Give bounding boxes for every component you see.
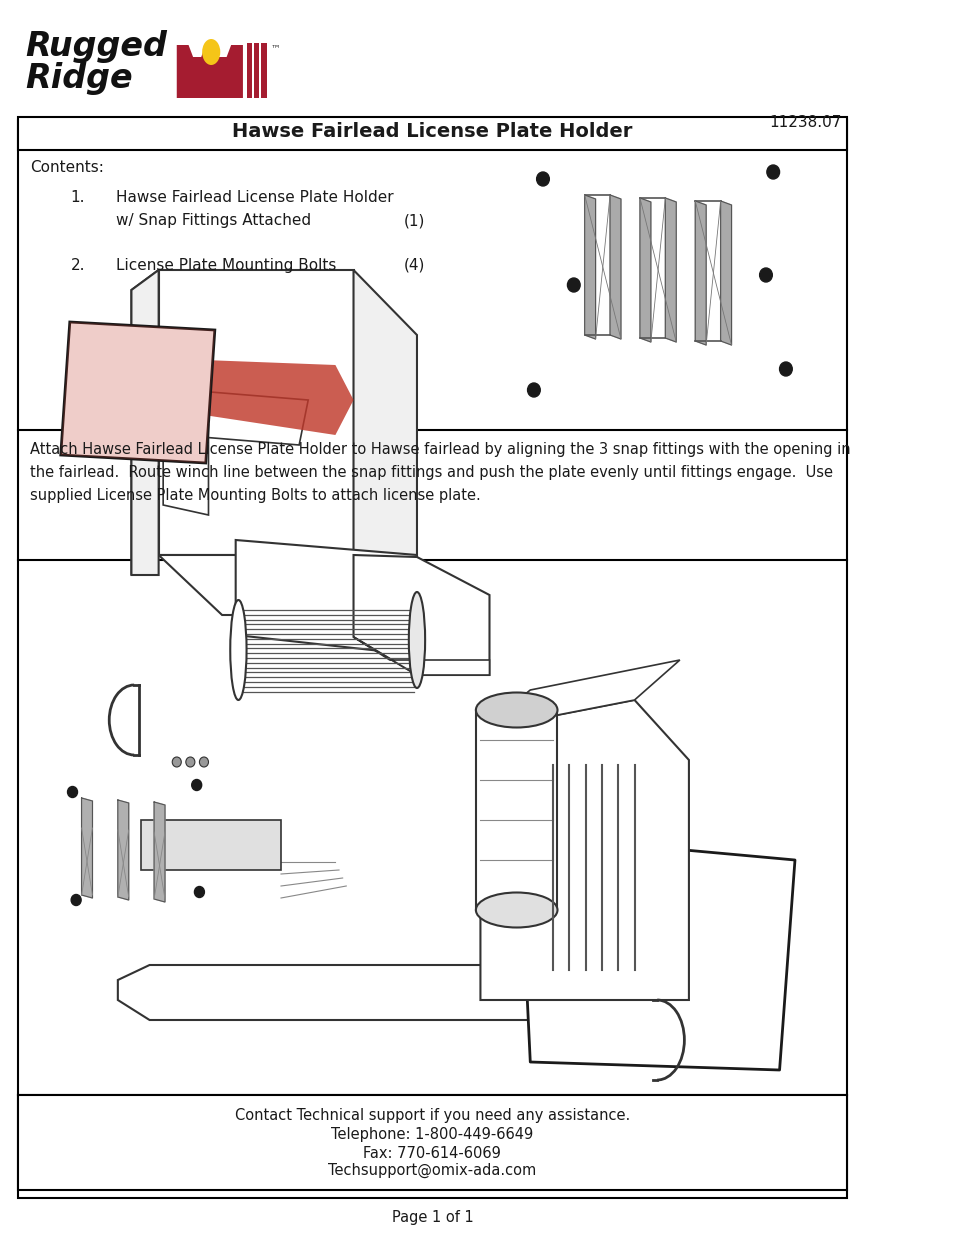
Ellipse shape <box>476 893 557 927</box>
Polygon shape <box>176 42 243 98</box>
Polygon shape <box>158 555 416 615</box>
Polygon shape <box>354 637 489 676</box>
Polygon shape <box>140 820 281 869</box>
Text: Hawse Fairlead License Plate Holder: Hawse Fairlead License Plate Holder <box>116 190 394 205</box>
Text: Attach Hawse Fairlead License Plate Holder to Hawse fairlead by aligning the 3 s: Attach Hawse Fairlead License Plate Hold… <box>30 442 850 503</box>
Polygon shape <box>61 322 214 463</box>
Text: Ridge: Ridge <box>26 62 132 95</box>
Text: (4): (4) <box>403 258 424 273</box>
Ellipse shape <box>230 600 246 700</box>
Polygon shape <box>480 659 679 730</box>
Polygon shape <box>480 700 688 1000</box>
Text: Techsupport@omix-ada.com: Techsupport@omix-ada.com <box>328 1163 536 1178</box>
Text: Contents:: Contents: <box>30 161 104 175</box>
Polygon shape <box>82 798 92 898</box>
Polygon shape <box>132 270 158 576</box>
Circle shape <box>192 779 201 790</box>
Circle shape <box>71 894 81 905</box>
Polygon shape <box>518 835 794 1070</box>
Polygon shape <box>132 270 158 576</box>
Polygon shape <box>154 802 165 902</box>
Text: Rugged: Rugged <box>26 30 167 63</box>
Polygon shape <box>235 540 416 655</box>
Bar <box>18 117 845 149</box>
Text: 1.: 1. <box>71 190 85 205</box>
Bar <box>476 710 557 910</box>
Text: Hawse Fairlead License Plate Holder: Hawse Fairlead License Plate Holder <box>232 122 632 141</box>
Circle shape <box>527 383 539 396</box>
Circle shape <box>199 757 209 767</box>
Polygon shape <box>609 195 620 338</box>
Bar <box>261 43 266 98</box>
Text: Page 1 of 1: Page 1 of 1 <box>391 1210 473 1225</box>
Circle shape <box>567 278 579 291</box>
Text: 11238.07: 11238.07 <box>768 115 841 130</box>
Circle shape <box>537 172 549 186</box>
Text: Telephone: 1-800-449-6649: Telephone: 1-800-449-6649 <box>331 1128 533 1142</box>
Text: 2.: 2. <box>71 258 85 273</box>
Circle shape <box>194 887 204 898</box>
Circle shape <box>759 268 772 282</box>
Text: Contact Technical support if you need any assistance.: Contact Technical support if you need an… <box>234 1108 629 1123</box>
Circle shape <box>68 787 77 798</box>
Circle shape <box>766 165 779 179</box>
Polygon shape <box>61 322 214 463</box>
Circle shape <box>779 362 791 375</box>
Text: License Plate Mounting Bolts: License Plate Mounting Bolts <box>116 258 336 273</box>
Polygon shape <box>584 195 595 338</box>
Polygon shape <box>176 390 308 445</box>
Text: Fax: 770-614-6069: Fax: 770-614-6069 <box>363 1146 500 1161</box>
Polygon shape <box>664 198 676 342</box>
Text: w/ Snap Fittings Attached: w/ Snap Fittings Attached <box>116 212 311 228</box>
Bar <box>246 43 252 98</box>
Bar <box>18 1095 845 1191</box>
Polygon shape <box>720 201 731 345</box>
Circle shape <box>186 757 194 767</box>
Ellipse shape <box>202 40 220 65</box>
Ellipse shape <box>476 693 557 727</box>
Circle shape <box>172 757 181 767</box>
Polygon shape <box>158 270 354 555</box>
Polygon shape <box>118 800 129 900</box>
Polygon shape <box>354 270 416 615</box>
Bar <box>18 120 845 1198</box>
Polygon shape <box>194 359 354 435</box>
Text: ™: ™ <box>270 43 279 53</box>
Polygon shape <box>354 555 489 676</box>
Text: (1): (1) <box>403 212 424 228</box>
Bar <box>253 43 259 98</box>
Polygon shape <box>639 198 650 342</box>
Polygon shape <box>118 965 688 1020</box>
Polygon shape <box>163 420 209 515</box>
Ellipse shape <box>409 592 425 688</box>
Polygon shape <box>695 201 705 345</box>
